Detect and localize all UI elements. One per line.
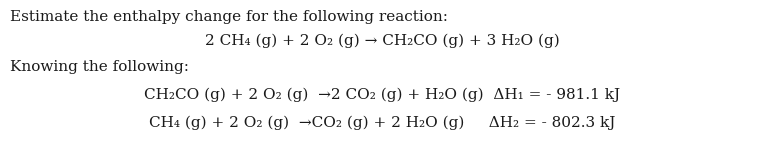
Text: CH₄ (g) + 2 O₂ (g)  →CO₂ (g) + 2 H₂O (g)     ΔH₂ = - 802.3 kJ: CH₄ (g) + 2 O₂ (g) →CO₂ (g) + 2 H₂O (g) … (149, 116, 615, 130)
Text: Knowing the following:: Knowing the following: (10, 60, 189, 74)
Text: 2 CH₄ (g) + 2 O₂ (g) → CH₂CO (g) + 3 H₂O (g): 2 CH₄ (g) + 2 O₂ (g) → CH₂CO (g) + 3 H₂O… (205, 34, 559, 48)
Text: CH₂CO (g) + 2 O₂ (g)  →2 CO₂ (g) + H₂O (g)  ΔH₁ = - 981.1 kJ: CH₂CO (g) + 2 O₂ (g) →2 CO₂ (g) + H₂O (g… (144, 88, 620, 102)
Text: Estimate the enthalpy change for the following reaction:: Estimate the enthalpy change for the fol… (10, 10, 448, 24)
